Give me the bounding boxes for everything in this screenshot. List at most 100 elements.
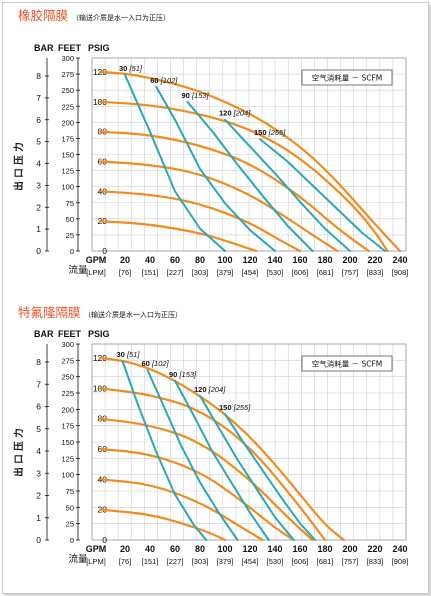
gpm-label: GPM xyxy=(86,255,107,265)
gpm-tick-label: 240 xyxy=(392,255,407,265)
feet-tick-label: 125 xyxy=(61,454,74,463)
feet-tick-label: 100 xyxy=(61,471,74,480)
gpm-tick-label: 180 xyxy=(317,255,332,265)
chart-2: 特氟隆隔膜 （输送介质是水一入口为正压）BAR FEET PSIG3002752502… xyxy=(13,305,408,566)
feet-tick-label: 25 xyxy=(66,520,74,529)
psig-tick-label: 0 xyxy=(102,246,107,256)
legend: 空气消耗量 － SCFM xyxy=(301,355,393,372)
gpm-label: GPM xyxy=(86,544,107,554)
bar-tick-label: 8 xyxy=(36,357,41,367)
gpm-tick-label: 100 xyxy=(217,544,232,554)
feet-tick-label: 150 xyxy=(61,438,74,447)
feet-tick-label: 0 xyxy=(70,247,74,256)
air-curve-label: 120 [204] xyxy=(194,385,226,394)
air-curve-label: 150 [255] xyxy=(254,128,286,137)
chart-subtitle: （输送介质是水一入口为正压） xyxy=(72,13,170,22)
air-curve-label: 120 [204] xyxy=(219,109,251,118)
gpm-tick-label: 240 xyxy=(392,544,407,554)
feet-tick-label: 50 xyxy=(66,215,74,224)
air-curve-line xyxy=(174,379,270,541)
gpm-tick-label: 40 xyxy=(145,544,155,554)
bar-tick-label: 2 xyxy=(36,202,41,212)
pressure-axis-char: 出 xyxy=(13,467,25,477)
chart-1: 橡胶隔膜 （输送介质是水一入口为正压）BAR FEET PSIG30027525022… xyxy=(13,8,408,277)
head-curve-line xyxy=(98,190,302,253)
x-axis: GPM [LPM]流量 20 [76] 40 [151] 60 [227] 80 [303] 100… xyxy=(68,255,408,277)
head-curve-line xyxy=(98,478,264,542)
feet-tick-label: 175 xyxy=(61,422,74,431)
pressure-axis-char: 压 xyxy=(14,441,25,451)
pressure-axis-char: 口 xyxy=(14,168,25,178)
feet-tick-label: 100 xyxy=(61,183,74,192)
bar-tick-label: 6 xyxy=(36,115,41,125)
head-curve-line xyxy=(98,447,295,542)
gpm-tick-label: 220 xyxy=(367,255,382,265)
feet-header: FEET xyxy=(58,329,82,339)
lpm-tick-label: [908] xyxy=(392,557,409,566)
gpm-tick-label: 200 xyxy=(342,255,357,265)
bar-axis: 8 7 6 5 4 3 2 1 0 xyxy=(36,58,49,256)
bar-tick-label: 6 xyxy=(36,402,41,412)
chart-subtitle: （输送介质是水一入口为正压） xyxy=(84,310,182,319)
gpm-tick-label: 160 xyxy=(292,255,307,265)
pressure-axis-char: 力 xyxy=(13,142,25,152)
gpm-tick-label: 100 xyxy=(217,255,232,265)
air-curve-line xyxy=(224,118,351,252)
bar-tick-label: 5 xyxy=(36,137,41,147)
lpm-tick-label: [606] xyxy=(292,557,309,566)
feet-tick-label: 250 xyxy=(61,86,74,95)
bar-tick-label: 1 xyxy=(36,224,41,234)
lpm-label: [LPM] xyxy=(86,268,106,277)
lpm-tick-label: [757] xyxy=(342,268,359,277)
lpm-tick-label: [454] xyxy=(242,268,259,277)
head-curve-line xyxy=(98,70,402,253)
lpm-tick-label: [379] xyxy=(217,268,234,277)
air-curve-line xyxy=(124,73,226,252)
lpm-tick-label: [303] xyxy=(192,557,209,566)
gpm-tick-label: 20 xyxy=(120,255,130,265)
lpm-label: [LPM] xyxy=(86,557,106,566)
feet-tick-label: 225 xyxy=(61,389,74,398)
gpm-tick-label: 60 xyxy=(170,544,180,554)
psig-header: PSIG xyxy=(88,329,110,339)
feet-tick-label: 200 xyxy=(61,405,74,414)
lpm-tick-label: [606] xyxy=(292,268,309,277)
head-curve-line xyxy=(98,100,389,253)
air-curve-label: 90 [153] xyxy=(182,91,210,100)
pressure-axis-char: 力 xyxy=(13,428,25,438)
chart-title: 橡胶隔膜 xyxy=(18,8,68,23)
gpm-tick-label: 140 xyxy=(267,544,282,554)
lpm-tick-label: [76] xyxy=(119,557,132,566)
air-curve-line xyxy=(186,100,314,252)
lpm-tick-label: [227] xyxy=(167,268,184,277)
gpm-tick-label: 220 xyxy=(367,544,382,554)
bar-axis: 8 7 6 5 4 3 2 1 0 xyxy=(36,344,49,545)
head-curve-line xyxy=(98,508,227,542)
bar-tick-label: 3 xyxy=(36,468,41,478)
lpm-tick-label: [530] xyxy=(267,557,284,566)
air-curve-line xyxy=(199,394,295,541)
air-curve-label: 150 [255] xyxy=(219,403,251,412)
feet-header: FEET xyxy=(58,43,82,53)
gpm-tick-label: 60 xyxy=(170,255,180,265)
lpm-tick-label: [908] xyxy=(392,268,409,277)
legend-text: 空气消耗量 － SCFM xyxy=(312,359,383,369)
bar-tick-label: 4 xyxy=(36,159,41,169)
bar-tick-label: 8 xyxy=(36,71,41,81)
air-curve-line xyxy=(121,360,208,541)
bar-tick-label: 3 xyxy=(36,180,41,190)
air-curve-label: 90 [153] xyxy=(169,370,197,379)
chart-title: 特氟隆隔膜 xyxy=(18,305,81,320)
legend-text: 空气消耗量 － SCFM xyxy=(312,73,383,83)
lpm-tick-label: [757] xyxy=(342,557,359,566)
bar-tick-label: 7 xyxy=(36,93,41,103)
lpm-tick-label: [833] xyxy=(367,268,384,277)
gpm-tick-label: 120 xyxy=(242,544,257,554)
gpm-tick-label: 80 xyxy=(195,255,205,265)
gpm-tick-label: 200 xyxy=(342,544,357,554)
psig-header: PSIG xyxy=(88,43,110,53)
